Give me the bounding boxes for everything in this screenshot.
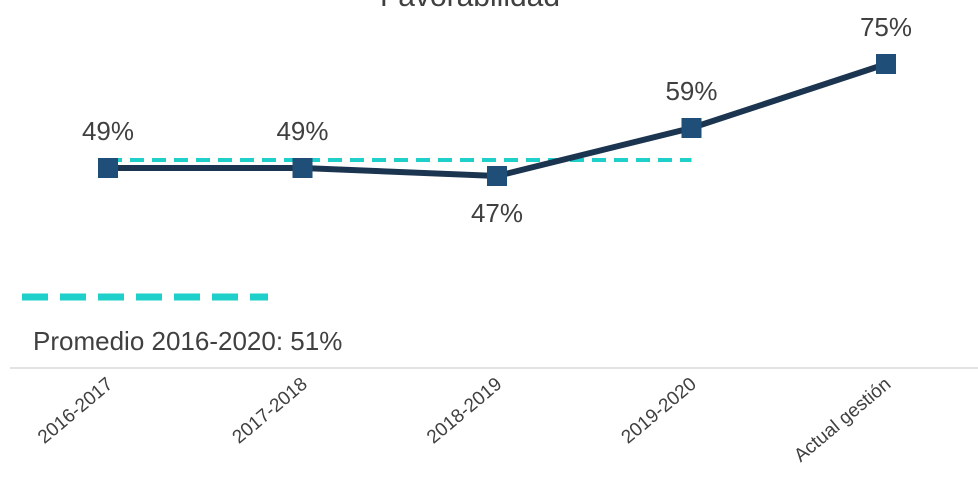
- x-tick-label: Actual gestión: [790, 374, 895, 467]
- marker: [98, 158, 118, 178]
- marker: [876, 54, 896, 74]
- legend-label: Promedio 2016-2020: 51%: [33, 326, 342, 356]
- data-label: 47%: [471, 198, 523, 228]
- data-label: 75%: [860, 12, 912, 42]
- data-label: 59%: [665, 76, 717, 106]
- marker: [292, 158, 313, 178]
- x-tick-label: 2018-2019: [423, 374, 506, 449]
- data-label: 49%: [82, 116, 134, 146]
- chart-title: Favorabilidad: [380, 0, 560, 13]
- x-tick-label: 2016-2017: [34, 374, 117, 449]
- data-label: 49%: [276, 116, 328, 146]
- marker: [681, 118, 702, 138]
- x-tick-label: 2017-2018: [229, 374, 312, 449]
- marker: [487, 166, 507, 186]
- x-tick-label: 2019-2020: [618, 374, 701, 449]
